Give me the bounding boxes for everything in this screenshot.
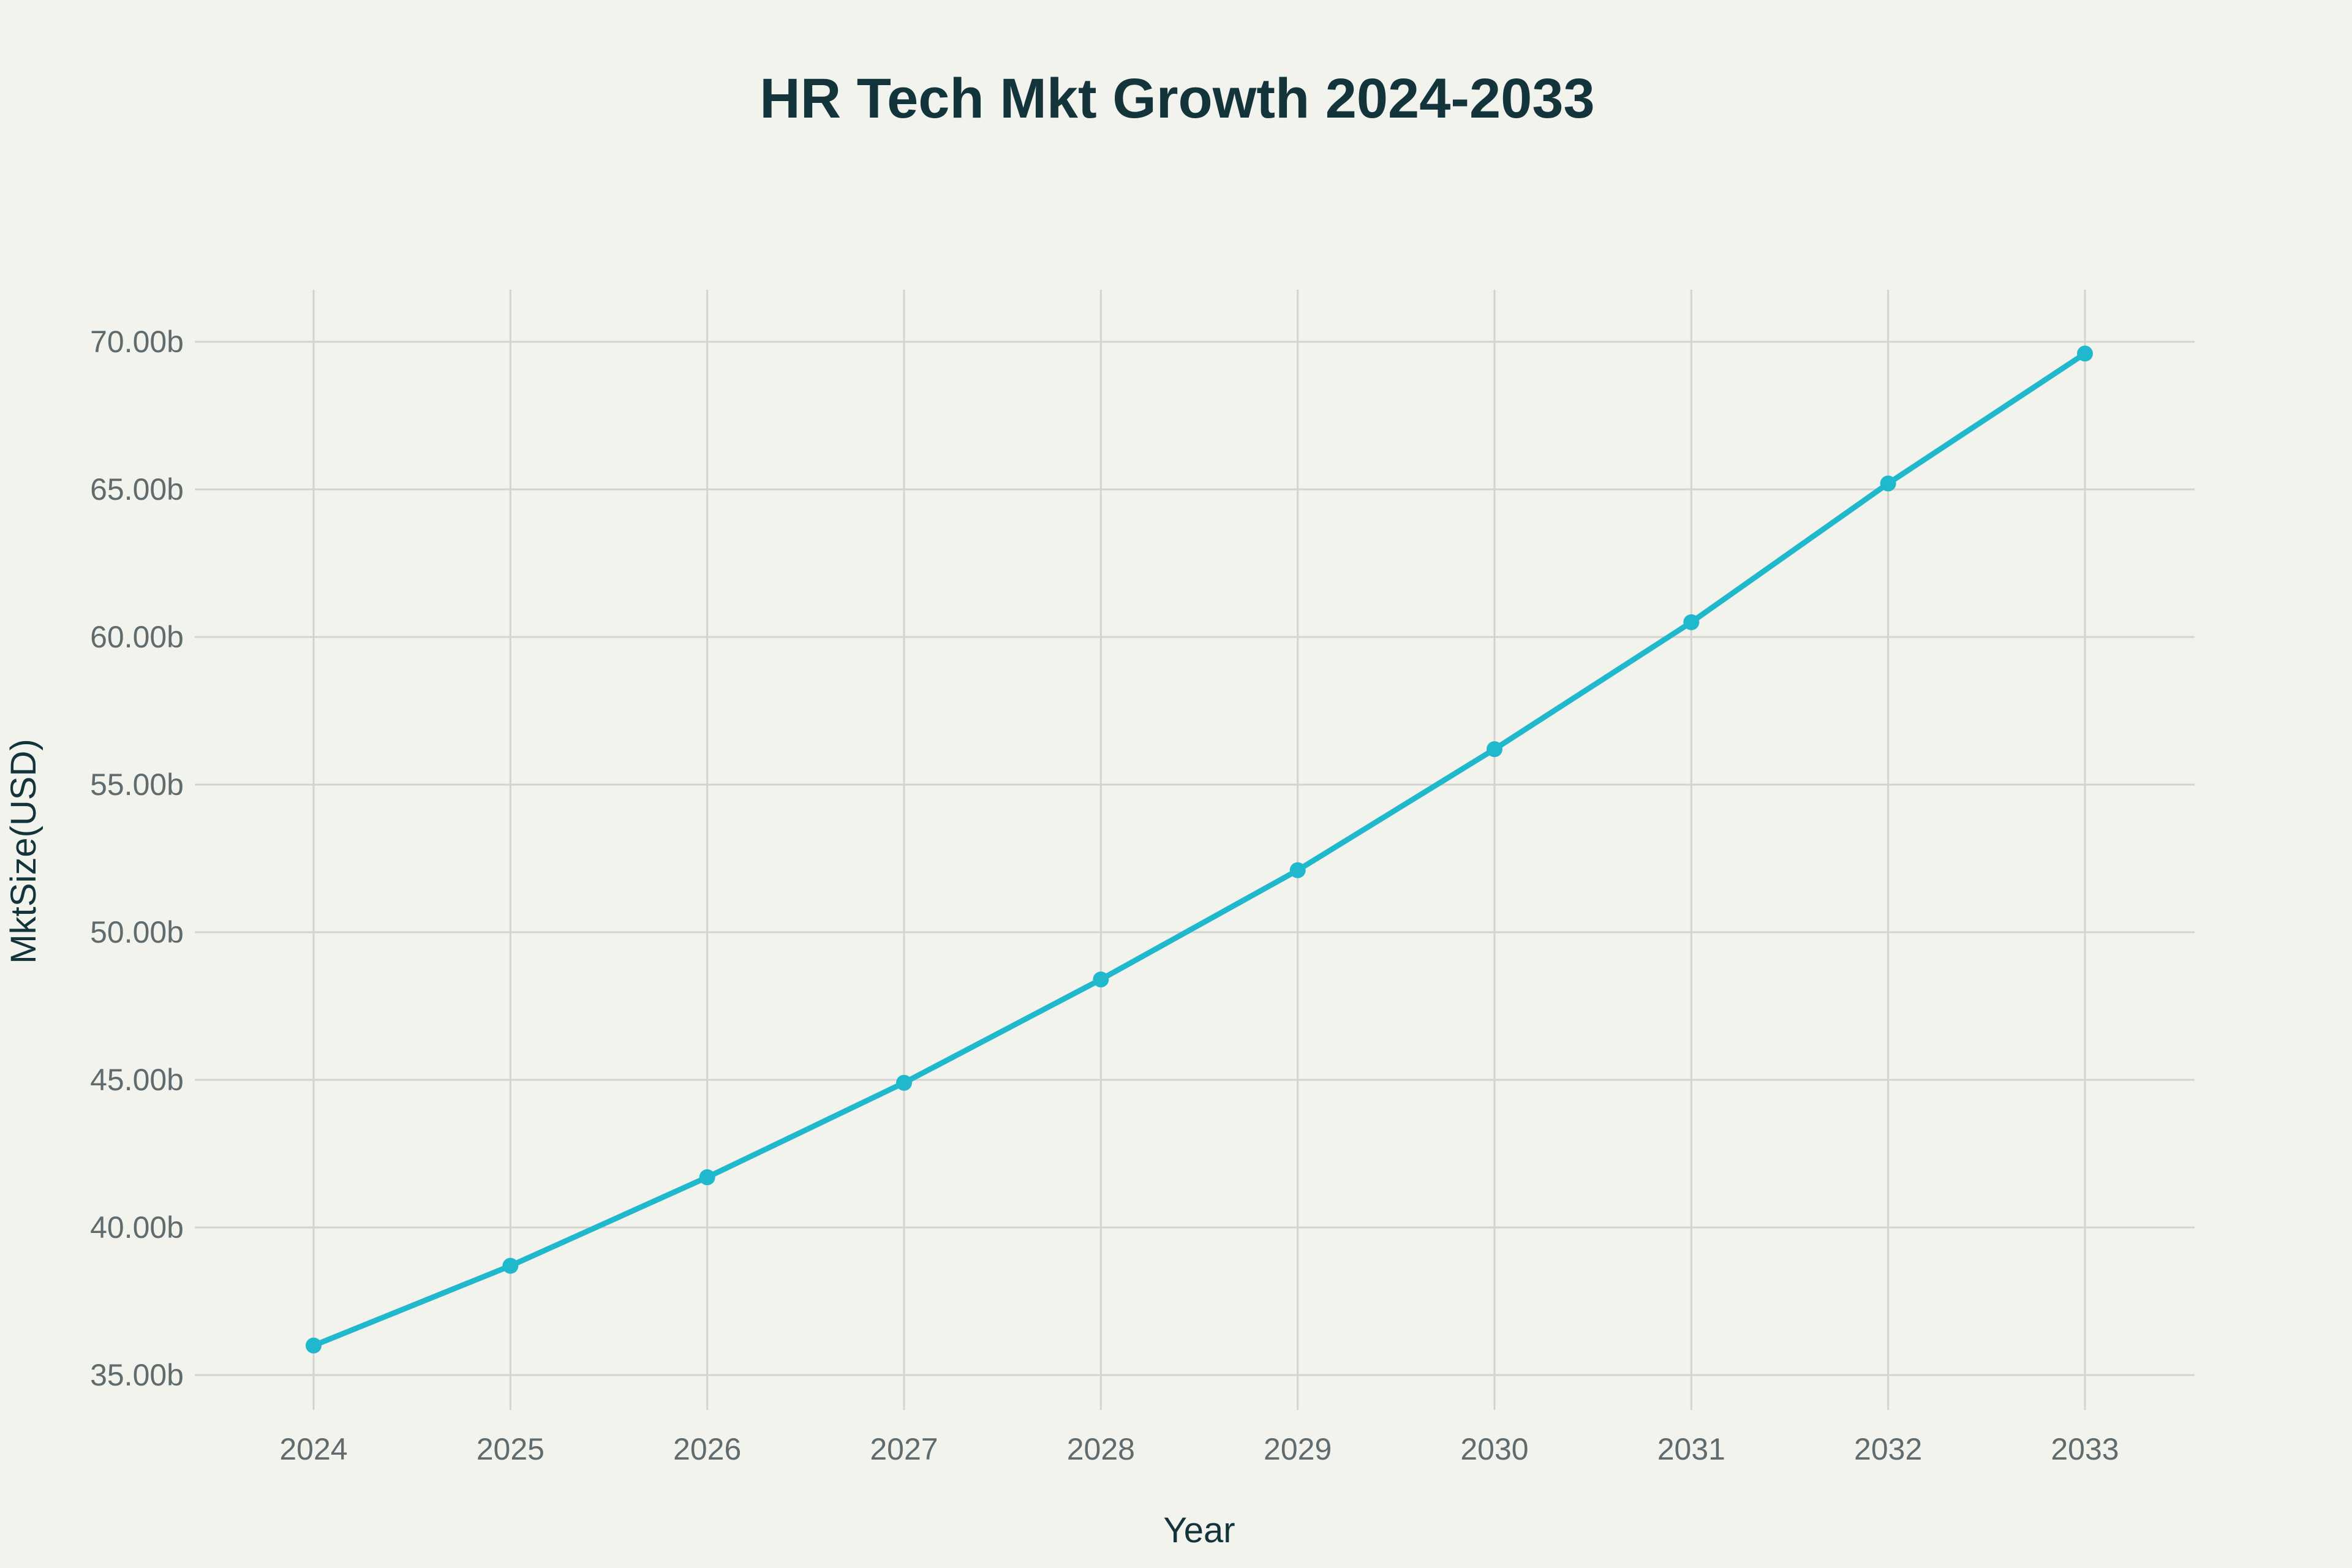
y-tick-label: 70.00b [90, 325, 184, 359]
y-tick-label: 65.00b [90, 472, 184, 507]
y-axis-title: MktSize(USD) [4, 739, 43, 963]
grid [195, 290, 2195, 1410]
data-point [1093, 971, 1109, 988]
x-tick-label: 2025 [477, 1432, 545, 1466]
data-point [1487, 741, 1502, 758]
x-tick-label: 2024 [279, 1432, 347, 1466]
series-line [312, 351, 2087, 1348]
data-point [502, 1257, 519, 1274]
y-axis-ticks: 35.00b 40.00b 45.00b 50.00b 55.00b 60.00b 65.0… [90, 325, 184, 1392]
y-tick-label: 40.00b [90, 1210, 184, 1245]
x-tick-label: 2030 [1460, 1432, 1528, 1466]
x-axis-title: Year [1163, 1510, 1235, 1550]
series [306, 345, 2093, 1354]
data-point [699, 1169, 715, 1186]
x-tick-label: 2031 [1657, 1432, 1725, 1466]
x-tick-label: 2029 [1264, 1432, 1332, 1466]
x-tick-label: 2027 [870, 1432, 938, 1466]
data-point [1683, 614, 1700, 630]
y-tick-label: 55.00b [90, 767, 184, 802]
data-point [306, 1337, 322, 1354]
y-tick-label: 35.00b [90, 1358, 184, 1392]
data-point [1289, 862, 1306, 878]
data-point [2077, 345, 2093, 362]
x-tick-label: 2032 [1854, 1432, 1922, 1466]
data-point [1880, 475, 1896, 492]
x-axis-ticks: 2024 2025 2026 2027 2028 2029 2030 2031 2032 2033 [279, 1432, 2119, 1466]
x-tick-label: 2033 [2051, 1432, 2119, 1466]
y-tick-label: 60.00b [90, 620, 184, 654]
x-tick-label: 2028 [1067, 1432, 1135, 1466]
y-tick-label: 45.00b [90, 1063, 184, 1097]
y-tick-label: 50.00b [90, 915, 184, 949]
chart-title: HR Tech Mkt Growth 2024-2033 [760, 67, 1594, 130]
data-point [896, 1074, 912, 1091]
x-tick-label: 2026 [673, 1432, 741, 1466]
